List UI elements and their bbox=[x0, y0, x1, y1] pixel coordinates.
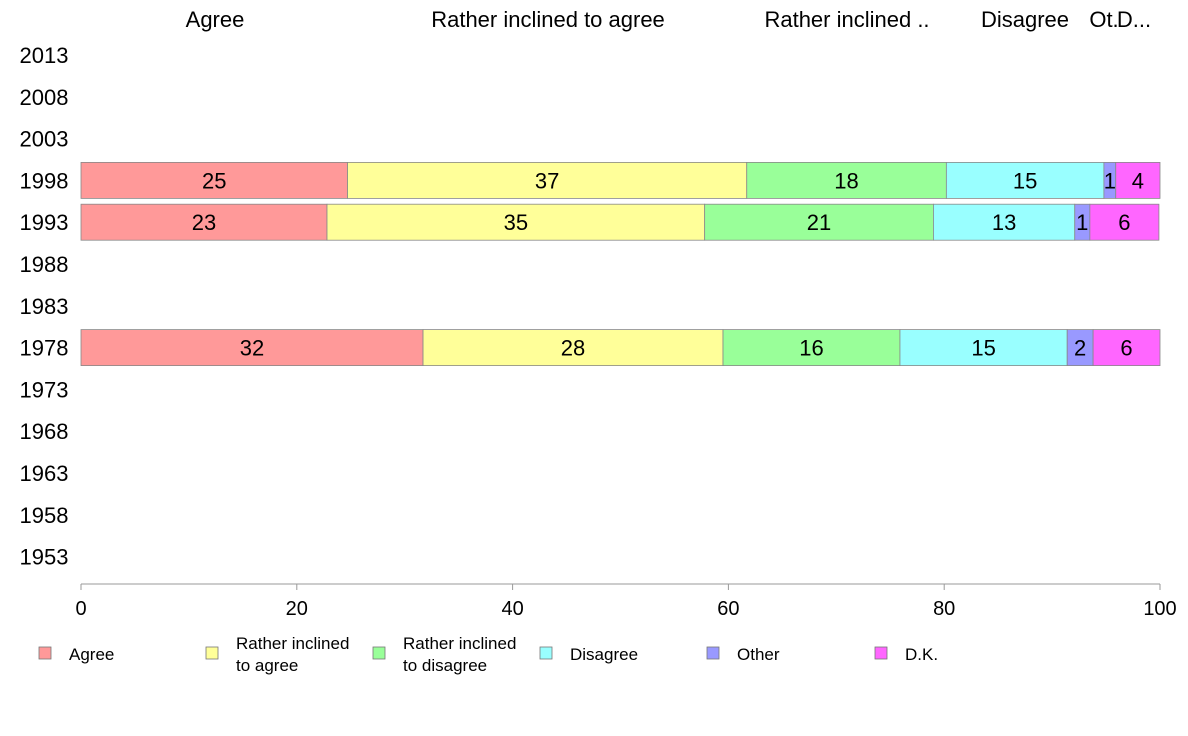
y-tick-label: 1988 bbox=[20, 252, 69, 277]
y-tick-label: 1968 bbox=[20, 419, 69, 444]
y-tick-label: 1958 bbox=[20, 503, 69, 528]
data-label: 25 bbox=[202, 168, 226, 193]
y-tick-label: 1953 bbox=[20, 545, 69, 570]
top-series-label: Disagree bbox=[981, 7, 1069, 32]
y-tick-label: 2013 bbox=[20, 43, 69, 68]
data-label: 37 bbox=[535, 168, 559, 193]
bar-segment bbox=[347, 161, 748, 199]
y-tick-label: 1963 bbox=[20, 461, 69, 486]
legend-label: Other bbox=[737, 645, 780, 664]
legend-swatch bbox=[874, 646, 888, 660]
top-series-label: Agree bbox=[186, 7, 245, 32]
x-tick-label: 20 bbox=[286, 598, 308, 620]
data-label: 4 bbox=[1132, 168, 1144, 193]
y-tick-label: 2003 bbox=[20, 127, 69, 152]
data-label: 1 bbox=[1104, 168, 1116, 193]
data-label: 15 bbox=[971, 336, 995, 361]
x-tick-label: 40 bbox=[501, 598, 523, 620]
bar-segment bbox=[80, 329, 424, 367]
legend-label: to agree bbox=[236, 656, 298, 675]
bar-segment bbox=[933, 203, 1076, 241]
bar-segment bbox=[80, 203, 328, 241]
data-label: 28 bbox=[561, 336, 585, 361]
data-label: 18 bbox=[834, 168, 858, 193]
legend-swatch bbox=[205, 646, 219, 660]
data-label: 35 bbox=[504, 210, 528, 235]
y-tick-label: 1983 bbox=[20, 294, 69, 319]
top-series-label: Ot. bbox=[1089, 7, 1118, 32]
legend-swatch bbox=[539, 646, 553, 660]
bar-segment bbox=[326, 203, 706, 241]
legend-label: Agree bbox=[69, 645, 114, 664]
bar-segment bbox=[1089, 203, 1160, 241]
data-label: 1 bbox=[1076, 210, 1088, 235]
top-series-label: Rather inclined .. bbox=[764, 7, 929, 32]
data-label: 16 bbox=[799, 336, 823, 361]
bar-segment bbox=[422, 329, 724, 367]
bar-segment bbox=[80, 161, 348, 199]
data-label: 6 bbox=[1120, 336, 1132, 361]
y-tick-label: 1998 bbox=[20, 168, 69, 193]
legend-label: D.K. bbox=[905, 645, 938, 664]
legend-label: Disagree bbox=[570, 645, 638, 664]
y-tick-label: 1993 bbox=[20, 210, 69, 235]
data-label: 32 bbox=[240, 336, 264, 361]
x-tick-label: 80 bbox=[933, 598, 955, 620]
bar-segment bbox=[899, 329, 1068, 367]
data-label: 6 bbox=[1118, 210, 1130, 235]
data-label: 21 bbox=[807, 210, 831, 235]
data-label: 15 bbox=[1013, 168, 1037, 193]
data-label: 2 bbox=[1074, 336, 1086, 361]
bar-segment bbox=[746, 161, 947, 199]
legend-label: to disagree bbox=[403, 656, 487, 675]
y-tick-label: 1978 bbox=[20, 336, 69, 361]
legend-label: Rather inclined bbox=[403, 634, 516, 653]
legend-swatch bbox=[372, 646, 386, 660]
y-tick-label: 1973 bbox=[20, 377, 69, 402]
legend-swatch bbox=[706, 646, 720, 660]
x-tick-label: 0 bbox=[75, 598, 86, 620]
legend-label: Rather inclined bbox=[236, 634, 349, 653]
x-tick-label: 100 bbox=[1143, 598, 1176, 620]
top-series-label: Rather inclined to agree bbox=[431, 7, 665, 32]
x-tick-label: 60 bbox=[717, 598, 739, 620]
bar-segment bbox=[1092, 329, 1161, 367]
data-label: 13 bbox=[992, 210, 1016, 235]
top-series-label: D... bbox=[1117, 7, 1151, 32]
bar-segment bbox=[1115, 161, 1161, 199]
data-label: 23 bbox=[192, 210, 216, 235]
bar-segment bbox=[704, 203, 934, 241]
bar-segment bbox=[945, 161, 1105, 199]
y-tick-label: 2008 bbox=[20, 85, 69, 110]
legend-swatch bbox=[38, 646, 52, 660]
